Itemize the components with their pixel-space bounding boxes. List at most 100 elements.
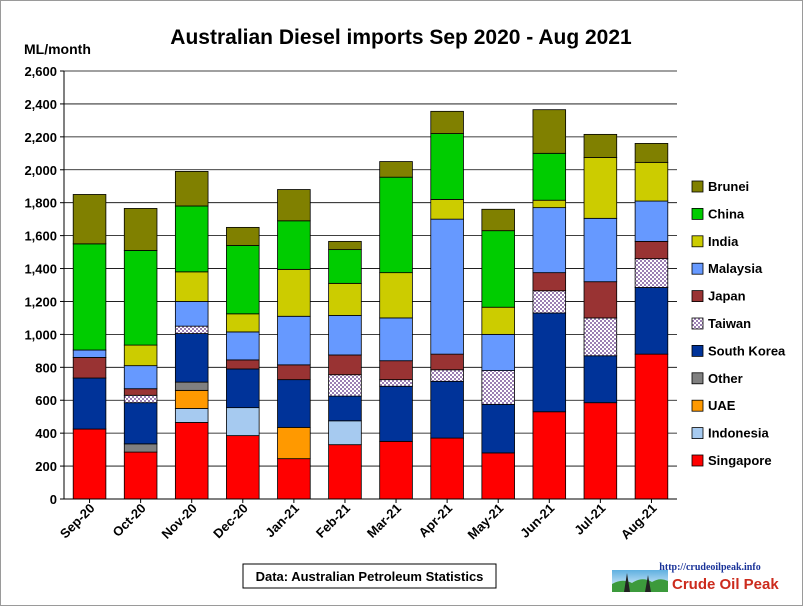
x-tick-label: Dec-20 xyxy=(210,501,251,542)
x-tick-label: Mar-21 xyxy=(364,501,404,541)
bar-segment-uae xyxy=(277,426,311,460)
bar-segment-south-korea xyxy=(277,379,311,428)
bar-segment-south-korea xyxy=(481,403,515,454)
bar-stack-aug-21 xyxy=(634,143,669,500)
legend-item-taiwan: Taiwan xyxy=(691,316,751,331)
bar-segment-malaysia xyxy=(583,217,618,283)
legend-item-malaysia: Malaysia xyxy=(691,261,763,276)
bar-segment-taiwan xyxy=(532,290,567,314)
bar-segment-india xyxy=(174,271,209,302)
bar-segment-india xyxy=(226,313,260,333)
legend-swatch xyxy=(691,180,704,193)
bar-stack-jan-21 xyxy=(277,189,311,500)
bar-stack-mar-21 xyxy=(379,161,413,500)
bar-segment-china xyxy=(328,249,362,284)
bar-segment-taiwan xyxy=(174,325,209,334)
legend-swatch xyxy=(691,207,704,220)
y-tick-label: 1,800 xyxy=(24,196,57,211)
x-tick-label: Apr-21 xyxy=(416,501,456,541)
legend-swatch xyxy=(691,427,704,440)
bar-segment-south-korea xyxy=(123,402,158,445)
bar-segment-indonesia xyxy=(328,420,362,446)
y-tick-label: 0 xyxy=(50,492,57,507)
bar-segment-japan xyxy=(379,360,413,381)
bar-segment-brunei xyxy=(226,226,260,246)
crude-oil-peak-logo: http://crudeoilpeak.info Crude Oil Peak xyxy=(612,562,779,593)
x-tick-label: Jul-21 xyxy=(571,501,608,538)
bar-segment-singapore xyxy=(532,411,567,500)
bar-segment-malaysia xyxy=(328,315,362,356)
bar-segment-singapore xyxy=(123,451,158,500)
bar-segment-china xyxy=(123,250,158,346)
bar-segment-south-korea xyxy=(430,380,464,439)
y-tick-label: 2,400 xyxy=(24,97,57,112)
bar-segment-singapore xyxy=(277,458,311,500)
bar-stack-jul-21 xyxy=(583,133,618,500)
bar-segment-china xyxy=(226,245,260,315)
legend-swatch xyxy=(691,262,704,275)
legend-item-singapore: Singapore xyxy=(691,453,772,468)
bar-segment-brunei xyxy=(123,208,158,251)
legend-swatch xyxy=(691,372,704,385)
y-tick-label: 400 xyxy=(35,426,57,441)
bar-segment-malaysia xyxy=(174,301,209,327)
bar-segment-brunei xyxy=(583,133,618,158)
bar-segment-singapore xyxy=(583,402,618,500)
x-tick-label: Jun-21 xyxy=(517,501,557,541)
bar-segment-south-korea xyxy=(174,333,209,383)
bar-segment-brunei xyxy=(72,194,107,245)
bar-segment-taiwan xyxy=(328,374,362,397)
bar-segment-south-korea xyxy=(634,287,669,355)
legend-label: South Korea xyxy=(708,343,786,358)
x-tick-label: Aug-21 xyxy=(618,501,660,543)
x-tick-label: Oct-20 xyxy=(110,501,149,540)
bar-segment-malaysia xyxy=(277,315,311,366)
logo-name: Crude Oil Peak xyxy=(672,576,779,593)
y-tick-label: 2,200 xyxy=(24,130,57,145)
y-axis-ticks: 0 200 400 600 800 1,000 1,200 1,400 1,600 1,800 2,… xyxy=(24,64,64,507)
x-tick-label: Sep-20 xyxy=(57,501,98,542)
legend-label: UAE xyxy=(708,398,736,413)
bar-segment-south-korea xyxy=(379,385,413,442)
bar-segment-brunei xyxy=(328,240,362,251)
bar-segment-south-korea xyxy=(583,355,618,404)
legend-swatch xyxy=(691,235,704,248)
legend-item-south-korea: South Korea xyxy=(691,343,786,358)
bar-segment-indonesia xyxy=(174,408,209,423)
legend-label: Singapore xyxy=(708,453,772,468)
bar-segment-singapore xyxy=(430,437,464,500)
bar-segment-india xyxy=(123,344,158,367)
bar-segment-china xyxy=(532,152,567,201)
bar-segment-singapore xyxy=(481,452,515,500)
bar-segment-uae xyxy=(174,389,209,409)
bar-segment-indonesia xyxy=(226,407,260,437)
bar-segment-japan xyxy=(532,272,567,292)
legend-label: Other xyxy=(708,371,743,386)
bar-stack-may-21 xyxy=(481,208,515,500)
bar-segment-south-korea xyxy=(328,395,362,422)
x-tick-label: Feb-21 xyxy=(313,501,353,541)
bar-segment-malaysia xyxy=(379,317,413,362)
bar-segment-japan xyxy=(430,353,464,371)
legend-swatch xyxy=(691,317,704,330)
bar-stack-feb-21 xyxy=(328,240,362,500)
y-tick-label: 2,000 xyxy=(24,163,57,178)
bar-segment-india xyxy=(379,272,413,319)
bar-stack-oct-20 xyxy=(123,208,158,500)
bar-segment-taiwan xyxy=(123,394,158,404)
bar-stack-apr-21 xyxy=(430,110,464,500)
bar-segment-singapore xyxy=(72,428,107,500)
legend-item-uae: UAE xyxy=(691,398,736,413)
x-axis-tick-labels: Sep-20 Oct-20 Nov-20 Dec-20 Jan-21 Feb-21 Mar-… xyxy=(57,499,660,542)
legend-swatch xyxy=(691,399,704,412)
bar-segment-japan xyxy=(226,359,260,370)
bar-segment-india xyxy=(583,157,618,219)
source-note: Data: Australian Petroleum Statistics xyxy=(256,569,484,584)
bar-segment-malaysia xyxy=(532,207,567,274)
legend-label: Japan xyxy=(708,289,746,304)
bar-segment-singapore xyxy=(174,422,209,500)
bar-segment-other xyxy=(174,381,209,391)
bar-segment-china xyxy=(481,230,515,308)
